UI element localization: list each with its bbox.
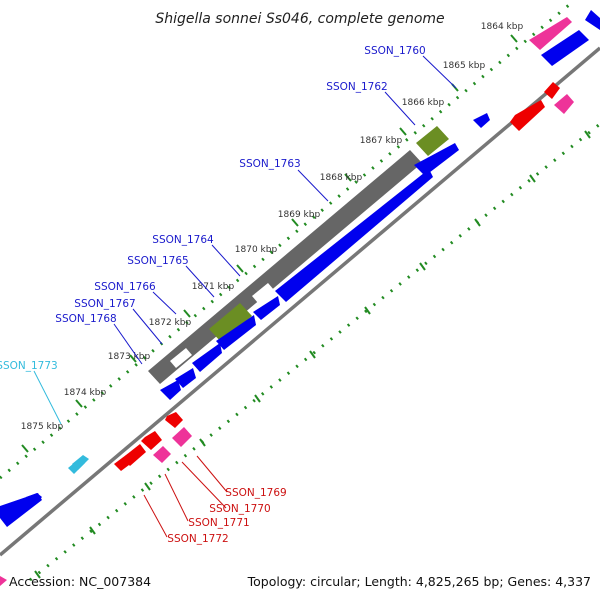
cds-arrow[interactable] <box>541 30 589 66</box>
gene-label-sson-1764[interactable]: SSON_1764 <box>152 234 214 246</box>
gene-label-sson-1772[interactable]: SSON_1772 <box>167 533 228 545</box>
gene-label-sson-1769[interactable]: SSON_1769 <box>225 487 286 499</box>
trna-marks <box>68 455 89 474</box>
cds-arrow-reverse[interactable] <box>141 431 162 450</box>
kbp-label: 1868 kbp <box>320 173 363 183</box>
cds-arrow[interactable] <box>26 493 42 505</box>
kbp-tick <box>291 218 299 227</box>
cds-arrow-highlight[interactable] <box>529 17 572 50</box>
cds-arrow[interactable] <box>585 10 600 30</box>
cds-arrow-reverse[interactable] <box>114 455 129 471</box>
accession-text: Accession: NC_007384 <box>9 574 151 589</box>
block-gap <box>252 283 274 303</box>
kbp-label: 1865 kbp <box>443 61 486 71</box>
gene-label-sson-1763[interactable]: SSON_1763 <box>239 158 300 170</box>
forward-gene-labels: SSON_1760 SSON_1762 SSON_1763 SSON_1764 … <box>0 45 426 372</box>
topology-summary-text: Topology: circular; Length: 4,825,265 bp… <box>247 574 591 589</box>
kbp-label: 1870 kbp <box>235 245 278 255</box>
cds-arrow-reverse[interactable] <box>165 412 183 428</box>
gene-label-sson-1765[interactable]: SSON_1765 <box>127 255 188 267</box>
block-gap <box>170 348 192 368</box>
outer-tick-track <box>0 0 576 480</box>
gene-label-sson-1767[interactable]: SSON_1767 <box>74 298 135 310</box>
kbp-label: 1873 kbp <box>108 352 151 362</box>
cds-arrow[interactable] <box>192 343 222 372</box>
inner-tick-track <box>29 122 600 582</box>
gene-label-sson-1766[interactable]: SSON_1766 <box>94 281 156 293</box>
cds-arrow[interactable] <box>473 113 490 128</box>
cds-arrow-reverse-light[interactable] <box>172 427 192 447</box>
legend-marker <box>0 576 7 586</box>
cds-arrow-reverse[interactable] <box>123 444 146 466</box>
gene-label-sson-1768[interactable]: SSON_1768 <box>55 313 116 325</box>
gene-label-sson-1770[interactable]: SSON_1770 <box>209 503 270 515</box>
kbp-tick <box>344 173 352 182</box>
kbp-label: 1871 kbp <box>192 282 235 292</box>
kbp-labels: 1864 kbp 1865 kbp 1866 kbp 1867 kbp 1868… <box>21 22 524 432</box>
cds-arrow[interactable] <box>253 296 280 320</box>
forward-cds <box>0 10 600 527</box>
cds-arrow[interactable] <box>160 380 181 400</box>
forward-blocks <box>148 126 449 384</box>
cds-arrow-reverse-light[interactable] <box>554 94 574 114</box>
cds-block-highlight[interactable] <box>416 126 449 156</box>
kbp-tick <box>75 399 83 408</box>
reverse-gene-labels: SSON_1769 SSON_1770 SSON_1771 SSON_1772 <box>167 487 286 545</box>
kbp-tick <box>129 354 137 363</box>
kbp-tick <box>399 127 407 136</box>
gene-label-sson-1760[interactable]: SSON_1760 <box>364 45 425 57</box>
reverse-cds <box>114 82 574 471</box>
cds-block[interactable] <box>148 150 422 384</box>
cds-arrow-reverse[interactable] <box>544 82 560 99</box>
cds-arrow-reverse-light[interactable] <box>153 446 171 463</box>
kbp-label: 1869 kbp <box>278 210 321 220</box>
kbp-tick <box>21 444 29 453</box>
cds-block-highlight[interactable] <box>209 303 252 342</box>
cds-arrow[interactable] <box>216 315 256 350</box>
cds-arrow[interactable] <box>175 368 196 388</box>
kbp-label: 1874 kbp <box>64 388 107 398</box>
trna-leader-line <box>33 370 62 425</box>
kbp-label: 1866 kbp <box>402 98 445 108</box>
gene-label-sson-1762[interactable]: SSON_1762 <box>326 81 387 93</box>
kbp-label: 1872 kbp <box>149 318 192 328</box>
cds-arrow-reverse[interactable] <box>510 100 545 131</box>
kbp-tick <box>183 309 191 318</box>
gene-label-sson-1771[interactable]: SSON_1771 <box>188 517 249 529</box>
reverse-leader-lines <box>143 455 228 538</box>
cds-arrow[interactable] <box>414 143 459 176</box>
kbp-label: 1867 kbp <box>360 136 403 146</box>
genome-title: Shigella sonnei Ss046, complete genome <box>155 11 444 27</box>
kbp-tick <box>236 264 244 273</box>
forward-leader-lines <box>113 55 457 365</box>
kbp-label: 1864 kbp <box>481 22 524 32</box>
trna-arrow[interactable] <box>68 459 85 474</box>
kbp-tick <box>510 34 518 43</box>
gene-label-sson-1773[interactable]: SSON_1773 <box>0 360 58 372</box>
inner-major-ticks <box>34 130 591 579</box>
cds-arrow[interactable] <box>275 169 433 302</box>
chromosome-backbone <box>0 46 600 557</box>
kbp-label: 1875 kbp <box>21 422 64 432</box>
